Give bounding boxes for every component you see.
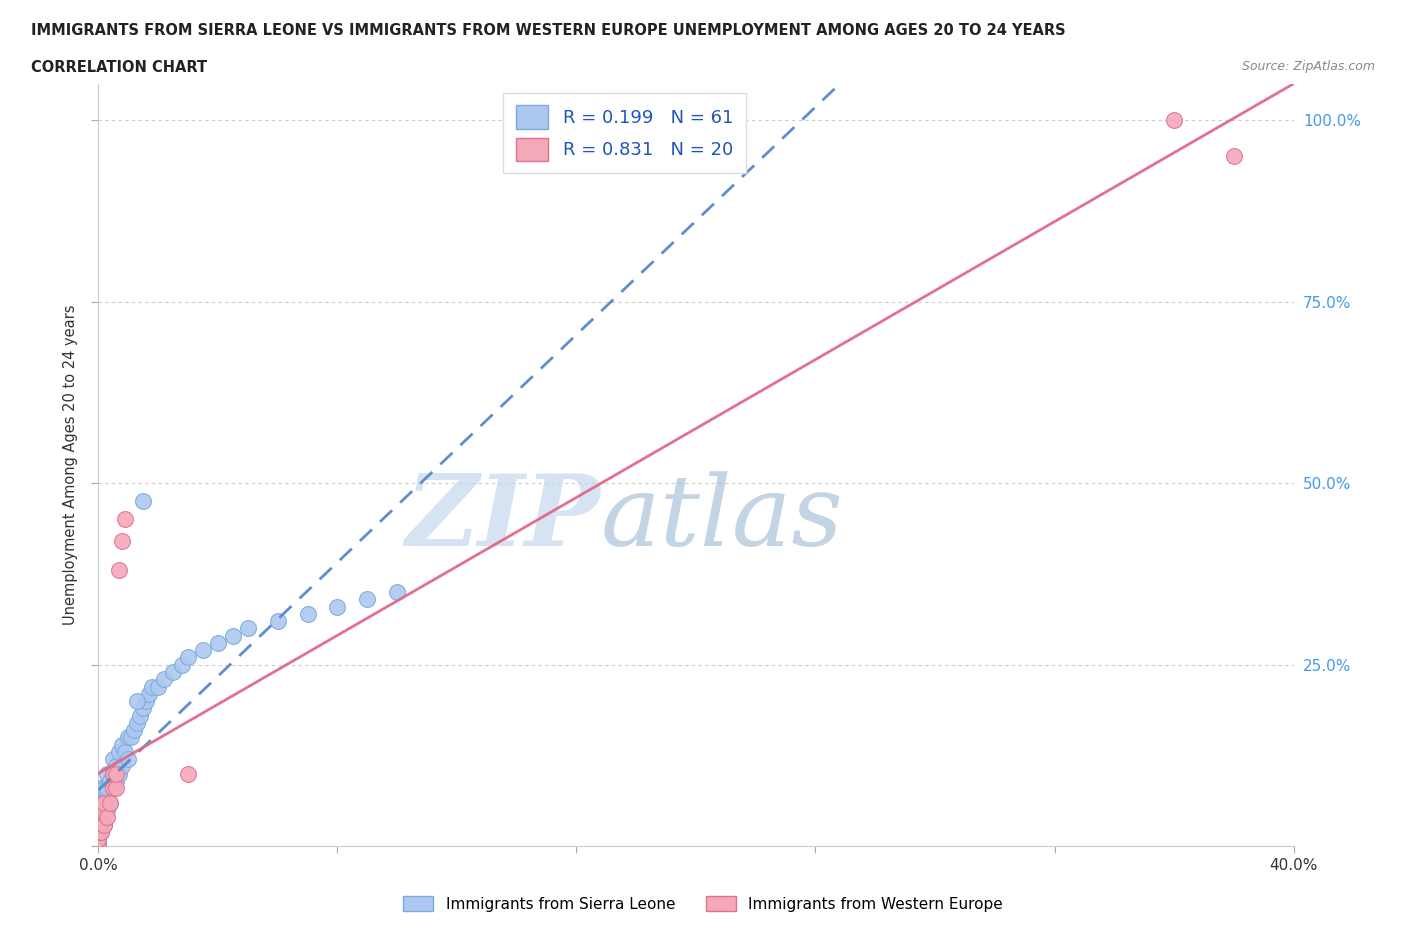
- Point: [356, 591, 378, 606]
- Point: [90, 824, 112, 839]
- Point: [148, 679, 170, 694]
- Point: [120, 730, 142, 745]
- Y-axis label: Unemployment Among Ages 20 to 24 years: Unemployment Among Ages 20 to 24 years: [63, 305, 79, 625]
- Point: [90, 824, 112, 839]
- Point: [87, 817, 110, 832]
- Point: [108, 744, 131, 759]
- Point: [236, 621, 259, 636]
- Point: [103, 766, 125, 781]
- Point: [141, 679, 163, 694]
- Point: [1223, 149, 1246, 164]
- Point: [191, 643, 214, 658]
- Point: [96, 803, 118, 817]
- Point: [90, 803, 112, 817]
- Point: [87, 839, 110, 854]
- Point: [111, 759, 134, 774]
- Point: [90, 817, 112, 832]
- Text: ZIP: ZIP: [405, 471, 600, 566]
- Point: [100, 795, 122, 810]
- Point: [93, 817, 115, 832]
- Point: [114, 744, 136, 759]
- Point: [96, 766, 118, 781]
- Text: atlas: atlas: [600, 471, 844, 566]
- Point: [108, 766, 131, 781]
- Point: [153, 671, 176, 686]
- Point: [90, 781, 112, 796]
- Point: [135, 694, 157, 709]
- Point: [87, 839, 110, 854]
- Legend: R = 0.199   N = 61, R = 0.831   N = 20: R = 0.199 N = 61, R = 0.831 N = 20: [503, 93, 745, 173]
- Point: [100, 795, 122, 810]
- Point: [385, 585, 409, 600]
- Point: [129, 708, 152, 723]
- Point: [267, 614, 290, 629]
- Point: [87, 839, 110, 854]
- Point: [87, 824, 110, 839]
- Point: [90, 795, 112, 810]
- Point: [162, 665, 184, 680]
- Point: [105, 766, 128, 781]
- Point: [93, 817, 115, 832]
- Point: [87, 828, 110, 843]
- Text: CORRELATION CHART: CORRELATION CHART: [31, 60, 207, 75]
- Point: [96, 781, 118, 796]
- Point: [207, 635, 229, 650]
- Point: [177, 766, 200, 781]
- Point: [297, 606, 319, 621]
- Point: [93, 781, 115, 796]
- Point: [87, 831, 110, 846]
- Point: [87, 831, 110, 846]
- Point: [87, 839, 110, 854]
- Point: [105, 759, 128, 774]
- Point: [87, 820, 110, 835]
- Point: [127, 694, 149, 709]
- Point: [96, 810, 118, 825]
- Point: [105, 781, 128, 796]
- Point: [132, 701, 155, 716]
- Point: [117, 730, 139, 745]
- Point: [87, 824, 110, 839]
- Point: [103, 781, 125, 796]
- Point: [105, 774, 128, 789]
- Text: IMMIGRANTS FROM SIERRA LEONE VS IMMIGRANTS FROM WESTERN EUROPE UNEMPLOYMENT AMON: IMMIGRANTS FROM SIERRA LEONE VS IMMIGRAN…: [31, 23, 1066, 38]
- Point: [103, 751, 125, 766]
- Point: [90, 803, 112, 817]
- Point: [93, 795, 115, 810]
- Text: Source: ZipAtlas.com: Source: ZipAtlas.com: [1241, 60, 1375, 73]
- Point: [124, 723, 146, 737]
- Point: [127, 715, 149, 730]
- Point: [87, 839, 110, 854]
- Point: [1163, 113, 1185, 127]
- Point: [114, 512, 136, 527]
- Point: [103, 781, 125, 796]
- Point: [103, 766, 125, 781]
- Point: [172, 658, 194, 672]
- Point: [138, 686, 160, 701]
- Point: [93, 795, 115, 810]
- Point: [87, 839, 110, 854]
- Point: [87, 835, 110, 850]
- Point: [111, 737, 134, 752]
- Point: [117, 751, 139, 766]
- Point: [108, 563, 131, 578]
- Point: [87, 810, 110, 825]
- Point: [87, 817, 110, 832]
- Point: [326, 599, 349, 614]
- Point: [177, 650, 200, 665]
- Point: [222, 629, 245, 644]
- Legend: Immigrants from Sierra Leone, Immigrants from Western Europe: Immigrants from Sierra Leone, Immigrants…: [396, 889, 1010, 918]
- Point: [132, 494, 155, 509]
- Point: [100, 774, 122, 789]
- Point: [111, 534, 134, 549]
